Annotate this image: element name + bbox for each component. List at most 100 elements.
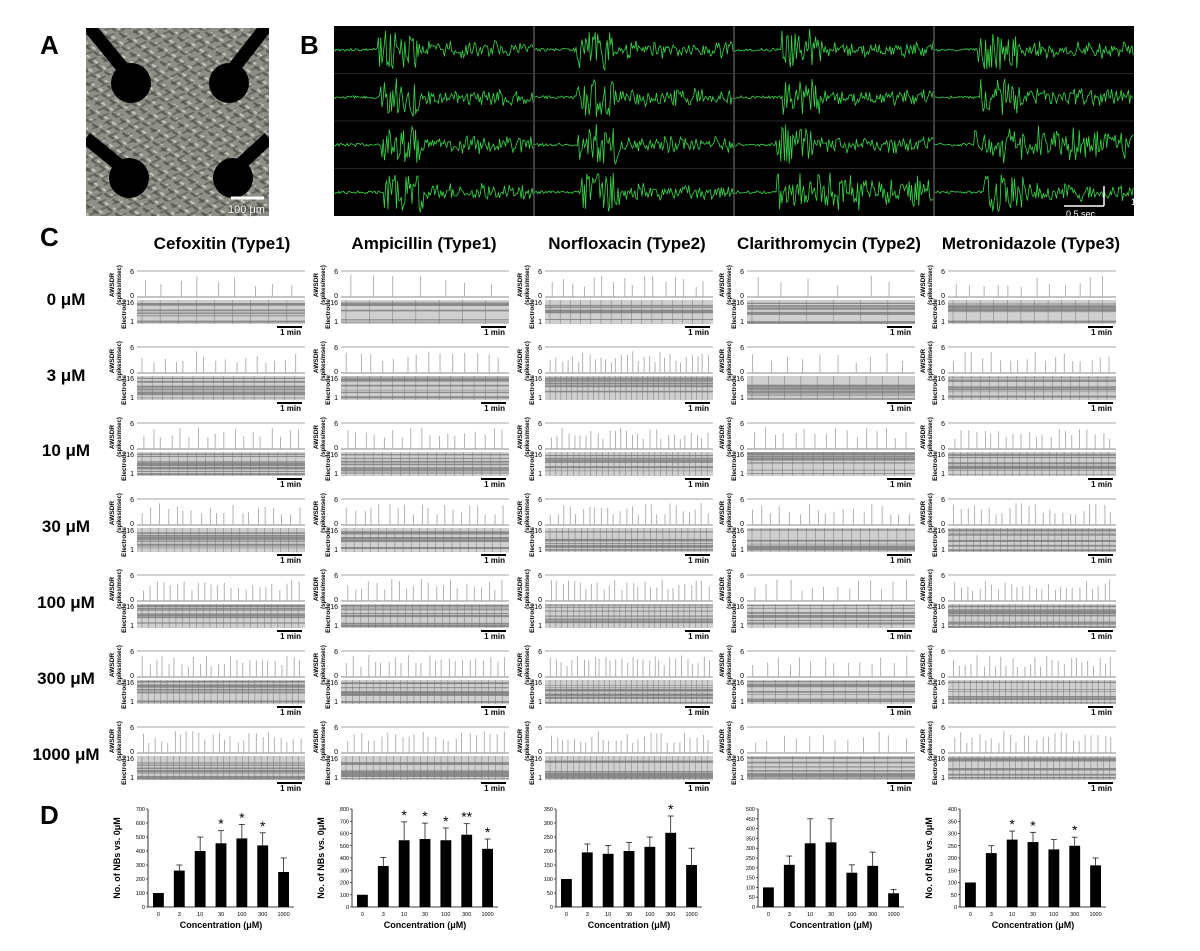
time-scale-label: 1 min xyxy=(688,784,709,792)
awsdr-unit-label: (spikes/msec) xyxy=(928,721,934,761)
y-tick-label: 100 xyxy=(544,877,553,883)
y-tick-label: 500 xyxy=(136,835,145,841)
time-scale-label: 1 min xyxy=(280,784,301,792)
electrode-axis-label: Electrode xyxy=(529,603,536,633)
awsdr-tick-top: 6 xyxy=(941,725,945,732)
y-tick-label: 300 xyxy=(340,868,349,874)
time-scale-label: 1 min xyxy=(1091,632,1112,640)
electrode-axis-label: Electrode xyxy=(325,679,332,709)
y-axis-label: No. of NBs vs. 0μM xyxy=(924,817,934,899)
raster-cell: 6 016 1 AWSDR (spikes/msec)Electrode 1 min xyxy=(109,721,305,792)
bar-chart-norfloxacin: 0 50 100 150 200 250 300 350 0 3 10 30 100 * 300 1000 Co… xyxy=(544,803,702,930)
electrode-tick-bottom: 1 xyxy=(538,319,542,326)
electrode-axis-label: Electrode xyxy=(325,603,332,633)
awsdr-axis-label: AWSDR xyxy=(313,577,320,602)
electrode-axis-label: Electrode xyxy=(325,299,332,329)
x-tick-label: 1000 xyxy=(481,912,493,918)
panel-label-b: B xyxy=(300,30,319,60)
panel-label-d: D xyxy=(40,800,59,830)
x-axis-label: Concentration (μM) xyxy=(384,920,467,930)
bar xyxy=(644,846,656,907)
awsdr-tick-bottom: 0 xyxy=(538,749,542,756)
awsdr-unit-label: (spikes/msec) xyxy=(525,721,531,761)
raster-cell: 6 016 1 AWSDR (spikes/msec)Electrode 1 min xyxy=(719,645,915,716)
awsdr-unit-label: (spikes/msec) xyxy=(525,417,531,457)
spike-trace-grid xyxy=(333,26,1134,216)
trace-cell xyxy=(333,174,534,213)
electrode-axis-label: Electrode xyxy=(529,451,536,481)
electrode-tick-bottom: 1 xyxy=(941,699,945,706)
awsdr-tick-top: 6 xyxy=(334,269,338,276)
awsdr-axis-label: AWSDR xyxy=(719,425,726,450)
electrode-axis-label: Electrode xyxy=(731,603,738,633)
time-scale-label: 1 min xyxy=(280,632,301,640)
awsdr-tick-top: 6 xyxy=(538,345,542,352)
y-tick-label: 200 xyxy=(746,866,755,872)
bar xyxy=(257,845,269,907)
raster-cell: 6 016 1 AWSDR (spikes/msec)Electrode 1 min xyxy=(313,265,509,336)
y-tick-label: 50 xyxy=(547,891,553,897)
electrode-tick-bottom: 1 xyxy=(538,699,542,706)
y-tick-label: 50 xyxy=(951,893,957,899)
electrode-tick-top: 16 xyxy=(534,604,542,611)
awsdr-tick-bottom: 0 xyxy=(538,521,542,528)
bar xyxy=(763,887,774,907)
awsdr-axis-label: AWSDR xyxy=(920,349,927,374)
y-tick-label: 0 xyxy=(550,905,553,911)
bar-chart-clarithromycin: 0 50 100 150 200 250 300 350 400 450 500 0 3 10 30 100 3… xyxy=(746,807,904,930)
awsdr-tick-top: 6 xyxy=(941,649,945,656)
electrode-axis-label: Electrode xyxy=(731,527,738,557)
significance-mark: * xyxy=(668,803,674,817)
electrode-tick-top: 16 xyxy=(937,528,945,535)
awsdr-axis-label: AWSDR xyxy=(109,273,116,298)
awsdr-tick-bottom: 0 xyxy=(740,521,744,528)
y-tick-label: 0 xyxy=(752,905,755,911)
x-tick-label: 30 xyxy=(828,912,834,918)
electrode-tick-top: 16 xyxy=(534,528,542,535)
concentration-label-0: 0 μM xyxy=(46,290,86,309)
awsdr-tick-top: 6 xyxy=(941,497,945,504)
bar xyxy=(985,853,997,907)
awsdr-tick-top: 6 xyxy=(538,725,542,732)
time-scale-label: 1 min xyxy=(1091,708,1112,716)
raster-cell: 6 016 1 AWSDR (spikes/msec)Electrode 1 min xyxy=(313,569,509,640)
time-scale-label: 1 min xyxy=(280,480,301,488)
electrode-tick-bottom: 1 xyxy=(538,623,542,630)
awsdr-tick-bottom: 0 xyxy=(334,293,338,300)
significance-mark: ** xyxy=(461,809,472,825)
awsdr-axis-label: AWSDR xyxy=(719,273,726,298)
time-scale-label: 1 min xyxy=(484,632,505,640)
electrode-tick-bottom: 1 xyxy=(740,471,744,478)
time-scale-label: 1 min xyxy=(688,632,709,640)
awsdr-axis-label: AWSDR xyxy=(109,729,116,754)
awsdr-axis-label: AWSDR xyxy=(109,425,116,450)
trace-cell xyxy=(733,172,934,211)
electrode-tick-top: 16 xyxy=(534,756,542,763)
electrode-tick-bottom: 1 xyxy=(941,395,945,402)
awsdr-tick-bottom: 0 xyxy=(941,293,945,300)
drug-title-norfloxacin: Norfloxacin (Type2) xyxy=(548,234,706,253)
electrode-tick-bottom: 1 xyxy=(941,319,945,326)
awsdr-unit-label: (spikes/msec) xyxy=(117,265,123,305)
awsdr-tick-bottom: 0 xyxy=(334,369,338,376)
bar xyxy=(561,879,572,907)
y-tick-label: 200 xyxy=(544,849,553,855)
significance-mark: * xyxy=(1030,817,1036,833)
y-tick-label: 150 xyxy=(948,868,957,874)
x-tick-label: 100 xyxy=(237,912,246,918)
electrode-tick-bottom: 1 xyxy=(740,395,744,402)
raster-cell: 6 016 1 AWSDR (spikes/msec)Electrode 1 min xyxy=(517,493,713,564)
time-scale-label: 0.5 sec xyxy=(1066,209,1096,219)
raster-cell: 6 016 1 AWSDR (spikes/msec)Electrode 1 min xyxy=(109,493,305,564)
awsdr-unit-label: (spikes/msec) xyxy=(117,645,123,685)
awsdr-axis-label: AWSDR xyxy=(920,653,927,678)
awsdr-tick-top: 6 xyxy=(538,649,542,656)
electrode-tick-bottom: 1 xyxy=(538,547,542,554)
x-tick-label: 0 xyxy=(565,912,568,918)
y-tick-label: 700 xyxy=(136,807,145,813)
bar xyxy=(173,870,185,907)
time-scale-label: 1 min xyxy=(484,556,505,564)
y-tick-label: 300 xyxy=(746,846,755,852)
trace-cell xyxy=(333,78,534,117)
awsdr-tick-bottom: 0 xyxy=(740,749,744,756)
